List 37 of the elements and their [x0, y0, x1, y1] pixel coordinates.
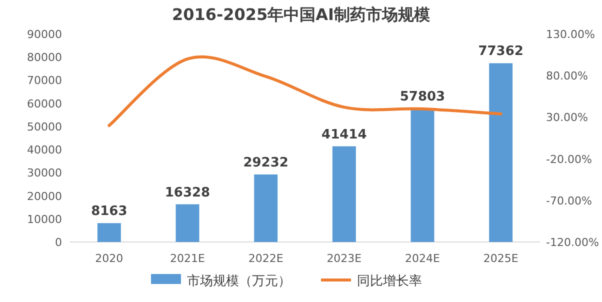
x-tick-label: 2021E — [170, 252, 206, 265]
bar — [176, 204, 200, 242]
bar — [489, 63, 513, 242]
bar — [97, 223, 121, 242]
chart-title: 2016-2025年中国AI制药市场规模 — [172, 5, 430, 24]
bar — [332, 146, 356, 242]
y2-tick-label: 130.00% — [546, 28, 595, 41]
y-tick-label: 50000 — [27, 120, 62, 134]
y2-tick-label: -70.00% — [546, 194, 592, 208]
data-label: 29232 — [243, 155, 288, 170]
x-tick-label: 2023E — [326, 252, 362, 265]
x-tick-label: 2022E — [248, 252, 284, 265]
y2-tick-label: -20.00% — [546, 152, 592, 166]
y-tick-label: 80000 — [27, 51, 62, 64]
data-label: 8163 — [91, 204, 128, 220]
data-label: 16328 — [164, 185, 210, 200]
legend-label: 同比增长率 — [357, 273, 422, 289]
data-label: 77362 — [478, 44, 524, 60]
data-label: 57803 — [400, 89, 446, 104]
y-tick-label: 0 — [55, 236, 62, 249]
y-tick-label: 10000 — [27, 212, 62, 226]
y2-tick-label: -120.00% — [546, 236, 599, 249]
y-tick-label: 20000 — [27, 190, 62, 203]
bar — [410, 108, 434, 242]
y-tick-label: 60000 — [27, 97, 62, 110]
data-label: 41414 — [322, 127, 367, 142]
bar — [254, 174, 278, 242]
x-tick-label: 2025E — [483, 252, 518, 265]
x-tick-label: 2020 — [95, 252, 124, 265]
x-tick-label: 2024E — [405, 252, 440, 265]
y-tick-label: 70000 — [27, 74, 62, 88]
y-tick-label: 30000 — [27, 166, 62, 180]
y2-tick-label: 30.00% — [546, 111, 588, 124]
y-tick-label: 40000 — [27, 144, 62, 157]
legend-label: 市场规模（万元） — [187, 274, 291, 289]
y2-tick-label: 80.00% — [546, 70, 588, 83]
y-tick-label: 90000 — [27, 28, 62, 41]
